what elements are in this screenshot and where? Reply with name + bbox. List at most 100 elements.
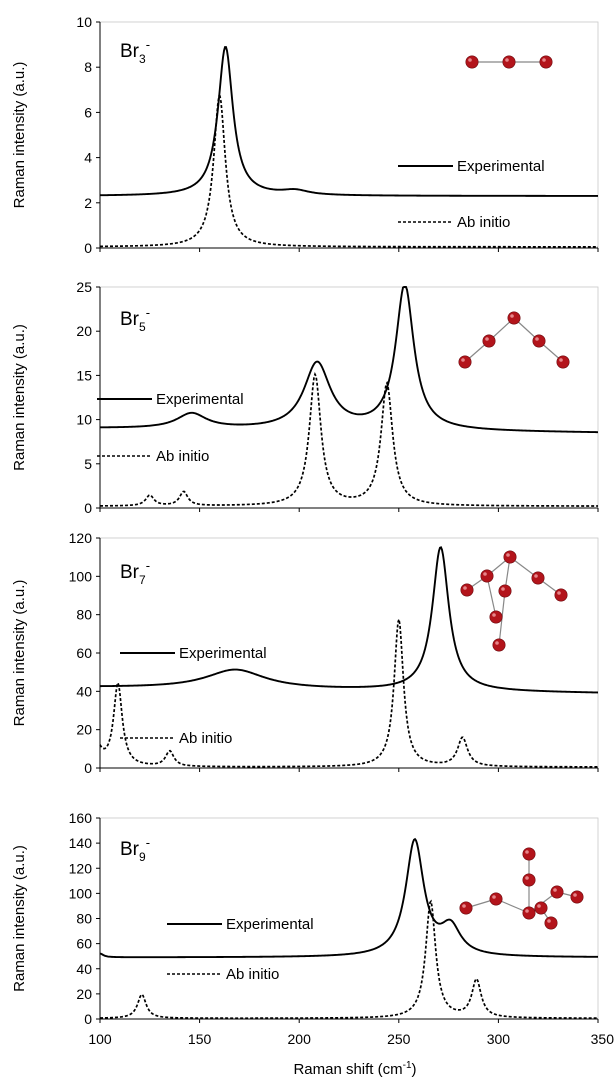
molecule-atom-highlight	[553, 888, 557, 892]
series-line-solid	[99, 837, 599, 959]
x-axis-label: Raman shift (cm-1)	[293, 1060, 416, 1078]
molecule-atom-highlight	[492, 895, 496, 899]
y-tick-label: 160	[69, 810, 93, 826]
molecule-atom-highlight	[506, 553, 510, 557]
species-label: Br7-	[120, 558, 150, 587]
molecule-atom-highlight	[505, 58, 509, 62]
panels: 0 2 4 6 8 10 Raman intensity (a.u.) Br3- Experim…	[11, 14, 599, 1027]
molecule-atom-highlight	[542, 58, 546, 62]
y-tick-label: 100	[69, 568, 93, 584]
y-tick-label: 0	[84, 1011, 92, 1027]
y-tick-label: 15	[76, 367, 92, 383]
molecule-atom	[539, 55, 553, 69]
y-tick-label: 120	[69, 530, 93, 546]
y-axis-label: Raman intensity (a.u.)	[11, 62, 28, 209]
molecule-atom	[522, 847, 536, 861]
series-line-dashed	[99, 899, 598, 1020]
y-tick-label: 10	[76, 14, 92, 30]
y-tick-label: 10	[76, 412, 92, 428]
molecule-atom	[492, 638, 506, 652]
y-tick-label: 20	[76, 986, 92, 1002]
legend-label: Experimental	[156, 391, 244, 408]
panel-br7: 0 20 40 60 80 100 120 Raman intensity (a.u.) Br7…	[11, 530, 599, 776]
plot-area-frame	[99, 21, 599, 249]
molecule-atom	[503, 550, 517, 564]
y-axis-label: Raman intensity (a.u.)	[11, 845, 28, 992]
molecule-atom	[502, 55, 516, 69]
series-line-dashed	[99, 619, 599, 768]
molecule-atom	[532, 334, 546, 348]
molecule-atom	[482, 334, 496, 348]
legend-label: Experimental	[179, 645, 267, 662]
molecule-atom	[554, 588, 568, 602]
molecule-atom-highlight	[525, 876, 529, 880]
x-tick-label: 200	[288, 1031, 312, 1047]
molecule-atom-highlight	[573, 893, 577, 897]
molecule-atom	[458, 355, 472, 369]
y-tick-label: 2	[84, 195, 92, 211]
molecule-icon-2	[458, 311, 570, 369]
y-tick-label: 20	[76, 323, 92, 339]
x-axis: 100 150 200 250 300 350	[88, 248, 614, 1047]
y-tick-label: 4	[84, 150, 92, 166]
x-tick-label: 150	[188, 1031, 212, 1047]
y-tick-label: 40	[76, 683, 92, 699]
y-tick-label: 0	[84, 500, 92, 516]
y-tick-label: 40	[76, 961, 92, 977]
species-label: Br9-	[120, 835, 150, 864]
molecule-atom	[480, 569, 494, 583]
molecule-bond	[486, 575, 497, 618]
species-label: Br3-	[120, 37, 150, 66]
molecule-atom	[570, 890, 584, 904]
panel-br9: 0 20 40 60 80 100 120 140 160 Raman intensity (a.…	[11, 810, 599, 1027]
y-tick-label: 6	[84, 104, 92, 120]
molecule-atom	[459, 901, 473, 915]
molecule-atom-highlight	[468, 58, 472, 62]
y-axis-label: Raman intensity (a.u.)	[11, 324, 28, 471]
species-label: Br5-	[120, 305, 150, 334]
molecule-atom-highlight	[463, 586, 467, 590]
legend-label: Ab initio	[457, 214, 510, 231]
molecule-atom-highlight	[559, 358, 563, 362]
molecule-atom	[489, 610, 503, 624]
molecule-atom-highlight	[483, 572, 487, 576]
molecule-atom-highlight	[510, 314, 514, 318]
x-tick-label: 250	[387, 1031, 411, 1047]
molecule-atom	[522, 906, 536, 920]
legend-label: Ab initio	[179, 730, 232, 747]
molecule-atom-highlight	[534, 574, 538, 578]
y-tick-label: 60	[76, 936, 92, 952]
y-tick-label: 120	[69, 860, 93, 876]
y-tick-label: 5	[84, 456, 92, 472]
molecule-icon-1	[465, 55, 553, 69]
series-line-solid	[99, 46, 598, 197]
molecule-atom-highlight	[525, 909, 529, 913]
y-tick-label: 8	[84, 59, 92, 75]
molecule-atom-highlight	[525, 850, 529, 854]
molecule-atom	[498, 584, 512, 598]
molecule-atom-highlight	[495, 641, 499, 645]
molecule-atom-highlight	[485, 337, 489, 341]
molecule-atom-highlight	[461, 358, 465, 362]
molecule-atom-highlight	[557, 591, 561, 595]
y-tick-label: 100	[69, 885, 93, 901]
y-axis-label: Raman intensity (a.u.)	[11, 580, 28, 727]
series-line-dashed	[99, 95, 598, 248]
y-tick-label: 140	[69, 835, 93, 851]
y-tick-label: 0	[84, 760, 92, 776]
panel-br5: 0 5 10 15 20 25 Raman intensity (a.u.) Br5- Expe…	[11, 279, 599, 516]
molecule-atom	[550, 885, 564, 899]
molecule-atom	[534, 901, 548, 915]
molecule-atom	[465, 55, 479, 69]
molecule-atom	[489, 892, 503, 906]
molecule-atom-highlight	[535, 337, 539, 341]
molecule-icon-3	[460, 550, 568, 652]
series-line-dashed	[99, 372, 599, 507]
x-tick-label: 300	[487, 1031, 511, 1047]
molecule-icon-4	[459, 847, 584, 930]
molecule-atom-highlight	[501, 587, 505, 591]
y-tick-label: 0	[84, 240, 92, 256]
molecule-atom	[556, 355, 570, 369]
molecule-atom-highlight	[492, 613, 496, 617]
